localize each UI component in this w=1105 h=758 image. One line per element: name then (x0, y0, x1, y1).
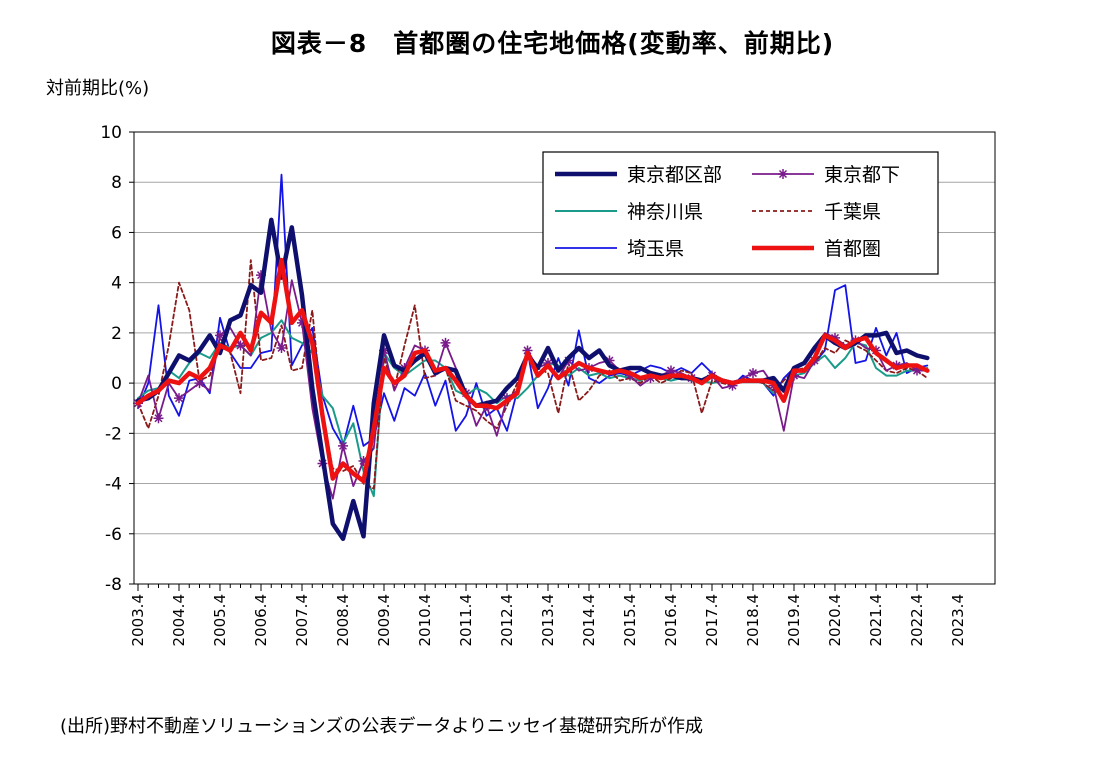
plot-frame (133, 131, 996, 585)
data-point (276, 342, 287, 353)
series-layer (133, 173, 930, 542)
x-tick-label: 2003.4 (129, 594, 147, 647)
data-point (666, 365, 676, 376)
x-tick-label: 2008.4 (334, 594, 352, 647)
y-tick-label: -6 (105, 525, 122, 545)
data-point (522, 345, 533, 356)
y-tick-label: 6 (111, 223, 122, 243)
data-point (604, 355, 615, 366)
data-point (543, 358, 553, 369)
legend-item: 神奈川県 (555, 201, 703, 223)
x-tick-label: 2016.4 (662, 594, 680, 647)
legend-label: 埼玉県 (627, 238, 684, 260)
x-tick-label: 2018.4 (744, 594, 762, 647)
y-tick-label: -4 (105, 475, 122, 495)
x-tick-label: 2017.4 (703, 594, 721, 647)
data-point (912, 365, 922, 376)
legend-item: 首都圏 (752, 238, 881, 260)
legend-label: 東京都区部 (627, 164, 722, 186)
data-point (645, 373, 656, 384)
data-point (256, 270, 266, 281)
series-line (137, 319, 929, 498)
series-首都圏 (135, 257, 930, 484)
data-point (440, 337, 451, 348)
data-point (174, 393, 184, 404)
y-tick-label: 0 (111, 374, 122, 394)
x-tick-label: 2007.4 (293, 594, 311, 647)
x-tick-label: 2012.4 (498, 594, 516, 647)
line-chart: -8 -6 -4 -2 0 2 4 6 8 10 2003.4 2004.4 2005.4 2006.4… (100, 123, 996, 647)
source-note: (出所)野村不動産ソリューションズの公表データよりニッセイ基礎研究所が作成 (60, 716, 703, 737)
series-line (137, 274, 929, 500)
x-tick-label: 2015.4 (621, 594, 639, 647)
x-axis: 2003.4 2004.4 2005.4 2006.4 2007.4 2008.4 2009… (129, 584, 967, 647)
data-point (358, 455, 369, 466)
y-tick-label: 2 (111, 324, 122, 344)
data-point (297, 317, 307, 328)
legend-label: 東京都下 (824, 164, 900, 186)
data-point (215, 330, 225, 341)
series-line (135, 257, 930, 484)
x-tick-label: 2014.4 (580, 594, 598, 647)
data-point (235, 340, 246, 351)
legend-label: 首都圏 (824, 238, 881, 260)
x-tick-label: 2005.4 (211, 594, 229, 647)
legend-item: 千葉県 (752, 201, 881, 223)
x-tick-label: 2020.4 (826, 594, 844, 647)
data-point (727, 380, 738, 391)
chart-title: 図表－8 首都圏の住宅地価格(変動率、前期比) (270, 29, 835, 58)
x-tick-label: 2011.4 (457, 594, 475, 647)
data-point (748, 368, 758, 379)
x-tick-label: 2013.4 (539, 594, 557, 647)
legend-item: 東京都区部 (555, 164, 722, 186)
y-tick-label: -8 (105, 575, 122, 595)
y-tick-label: 8 (111, 173, 122, 193)
legend-item: 東京都下 (752, 164, 900, 186)
y-axis-label: 対前期比(%) (46, 78, 150, 99)
x-tick-label: 2019.4 (785, 594, 803, 647)
series-神奈川県 (137, 319, 929, 498)
data-point (338, 440, 348, 451)
legend-label: 千葉県 (824, 201, 881, 223)
legend-marker (778, 169, 788, 179)
y-tick-label: -2 (105, 424, 122, 444)
y-axis: -8 -6 -4 -2 0 2 4 6 8 10 (100, 123, 134, 595)
data-point (194, 378, 205, 389)
legend-label: 神奈川県 (627, 201, 703, 223)
x-tick-label: 2021.4 (867, 594, 885, 647)
x-tick-label: 2009.4 (375, 594, 393, 647)
data-point (153, 413, 164, 424)
x-tick-label: 2022.4 (908, 594, 926, 647)
y-tick-label: 4 (111, 274, 122, 294)
x-tick-label: 2006.4 (252, 594, 270, 647)
x-tick-label: 2010.4 (416, 594, 434, 647)
x-tick-label: 2004.4 (170, 594, 188, 647)
y-tick-label: 10 (100, 123, 122, 143)
x-tick-label: 2023.4 (949, 594, 967, 647)
legend-item: 埼玉県 (555, 238, 684, 260)
